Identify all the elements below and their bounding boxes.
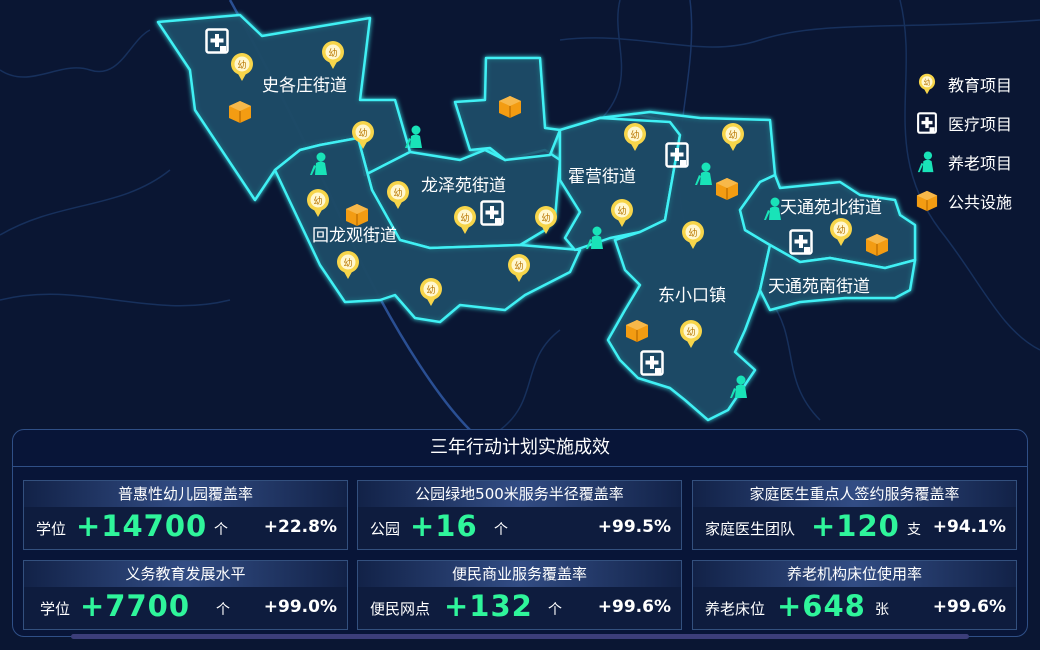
svg-text:幼: 幼 <box>237 59 246 71</box>
elderly-care-icon[interactable] <box>405 125 422 149</box>
legend-item-education[interactable]: 幼 教育项目 <box>916 64 1012 103</box>
education-icon[interactable]: 幼 <box>830 218 852 246</box>
legend-label: 医疗项目 <box>948 114 1013 134</box>
svg-text:幼: 幼 <box>328 47 337 59</box>
education-icon[interactable]: 幼 <box>508 254 530 282</box>
education-icon[interactable]: 幼 <box>682 221 704 249</box>
district-labels: 史各庄街道 龙泽苑街道 霍营街道 回龙观街道 天通苑北街道 天通苑南街道 东小口… <box>262 76 882 306</box>
metric-label: 学位 <box>36 520 67 538</box>
svg-text:幼: 幼 <box>426 284 435 296</box>
metric-value: +7700 <box>80 589 191 623</box>
education-icon[interactable]: 幼 <box>352 121 374 149</box>
metric-value: +14700 <box>76 509 208 543</box>
education-icon[interactable]: 幼 <box>680 320 702 348</box>
education-icon[interactable]: 幼 <box>387 181 409 209</box>
svg-text:幼: 幼 <box>514 260 523 272</box>
metric-card-compulsory-education[interactable]: 义务教育发展水平 学位 +7700 个 +99.0% <box>23 560 348 630</box>
metric-value: +16 <box>410 509 478 543</box>
elderly-care-icon <box>916 151 938 173</box>
legend-item-medical[interactable]: 医疗项目 <box>916 103 1012 142</box>
panel-title: 三年行动计划实施成效 <box>13 430 1027 467</box>
legend-label: 养老项目 <box>948 153 1013 173</box>
legend-item-elderly-care[interactable]: 养老项目 <box>916 142 1012 181</box>
svg-text:幼: 幼 <box>460 212 469 224</box>
education-icon[interactable]: 幼 <box>624 123 646 151</box>
metric-label: 家庭医生团队 <box>705 520 796 538</box>
metric-rate: +22.8% <box>263 517 337 537</box>
metric-rate: +99.6% <box>932 597 1006 617</box>
district-shape-huilongguan <box>273 136 582 324</box>
district-shape-tiantongyuan-south <box>758 243 917 312</box>
legend-label: 教育项目 <box>948 75 1013 95</box>
svg-text:幼: 幼 <box>541 212 550 224</box>
metric-card-kindergarten[interactable]: 普惠性幼儿园覆盖率 学位 +14700 个 +22.8% <box>23 480 348 550</box>
svg-text:幼: 幼 <box>728 129 737 141</box>
metric-unit: 个 <box>494 522 508 538</box>
metric-unit: 个 <box>548 602 562 618</box>
card-title: 公园绿地500米服务半径覆盖率 <box>358 481 681 507</box>
svg-text:幼: 幼 <box>343 257 352 269</box>
metric-unit: 个 <box>216 602 230 618</box>
metric-label: 养老床位 <box>705 600 766 618</box>
district-label-longzeyuan: 龙泽苑街道 <box>421 176 506 196</box>
map-legend: 幼 教育项目 医疗项目 养老项目 公共设施 <box>916 64 1012 220</box>
card-title: 家庭医生重点人签约服务覆盖率 <box>693 481 1016 507</box>
card-title: 便民商业服务覆盖率 <box>358 561 681 587</box>
district-label-tiantongyuan-south: 天通苑南街道 <box>768 277 870 297</box>
district-label-shigezhuang: 史各庄街道 <box>262 76 347 96</box>
svg-text:幼: 幼 <box>393 187 402 199</box>
education-icon[interactable]: 幼 <box>722 123 744 151</box>
metric-card-family-doctor[interactable]: 家庭医生重点人签约服务覆盖率 家庭医生团队 +120 支 +94.1% <box>692 480 1017 550</box>
district-map[interactable]: 史各庄街道 龙泽苑街道 霍营街道 回龙观街道 天通苑北街道 天通苑南街道 东小口… <box>0 0 1040 430</box>
card-title: 养老机构床位使用率 <box>693 561 1016 587</box>
metric-value: +120 <box>811 509 900 543</box>
education-icon[interactable]: 幼 <box>307 189 329 217</box>
svg-text:幼: 幼 <box>358 127 367 139</box>
legend-label: 公共设施 <box>948 192 1013 212</box>
map-markers: 幼 幼 幼 幼 幼 幼 幼 幼 幼 幼 幼 幼 幼 幼 幼 幼 <box>205 28 889 398</box>
svg-text:幼: 幼 <box>617 205 626 217</box>
education-icon[interactable]: 幼 <box>337 251 359 279</box>
card-title: 普惠性幼儿园覆盖率 <box>24 481 347 507</box>
metric-value: +132 <box>444 589 533 623</box>
metric-unit: 张 <box>875 602 889 618</box>
metric-unit: 支 <box>907 522 921 538</box>
district-label-huoying: 霍营街道 <box>568 167 636 187</box>
metric-label: 便民网点 <box>370 600 431 618</box>
metric-rate: +99.6% <box>597 597 671 617</box>
medical-icon <box>916 112 938 134</box>
card-title: 义务教育发展水平 <box>24 561 347 587</box>
education-icon: 幼 <box>916 73 938 95</box>
district-label-tiantongyuan-north: 天通苑北街道 <box>780 198 882 218</box>
svg-text:幼: 幼 <box>630 129 639 141</box>
metric-card-elderly-beds[interactable]: 养老机构床位使用率 养老床位 +648 张 +99.6% <box>692 560 1017 630</box>
metric-card-park[interactable]: 公园绿地500米服务半径覆盖率 公园 +16 个 +99.5% <box>357 480 682 550</box>
metric-rate: +99.0% <box>263 597 337 617</box>
metric-label: 学位 <box>40 600 71 618</box>
metric-rate: +99.5% <box>597 517 671 537</box>
svg-text:幼: 幼 <box>686 326 695 338</box>
metric-rate: +94.1% <box>932 517 1006 537</box>
public-facility-icon <box>916 190 938 212</box>
metric-label: 公园 <box>370 520 401 538</box>
svg-text:幼: 幼 <box>836 224 845 236</box>
legend-item-public-facility[interactable]: 公共设施 <box>916 181 1012 220</box>
district-shapes <box>156 13 917 422</box>
svg-text:幼: 幼 <box>688 227 697 239</box>
results-panel: 三年行动计划实施成效 普惠性幼儿园覆盖率 学位 +14700 个 +22.8% … <box>12 429 1028 639</box>
metric-value: +648 <box>777 589 866 623</box>
svg-text:幼: 幼 <box>924 77 931 86</box>
education-icon[interactable]: 幼 <box>454 206 476 234</box>
metric-unit: 个 <box>214 522 228 538</box>
district-label-dongxiaokou: 东小口镇 <box>658 286 726 306</box>
horizontal-scrollbar[interactable] <box>71 634 969 639</box>
education-icon[interactable]: 幼 <box>535 206 557 234</box>
metric-card-convenience-commerce[interactable]: 便民商业服务覆盖率 便民网点 +132 个 +99.6% <box>357 560 682 630</box>
education-icon[interactable]: 幼 <box>322 41 344 69</box>
district-label-huilongguan: 回龙观街道 <box>312 226 397 246</box>
svg-text:幼: 幼 <box>313 195 322 207</box>
education-icon[interactable]: 幼 <box>420 278 442 306</box>
education-icon[interactable]: 幼 <box>231 53 253 81</box>
education-icon[interactable]: 幼 <box>611 199 633 227</box>
